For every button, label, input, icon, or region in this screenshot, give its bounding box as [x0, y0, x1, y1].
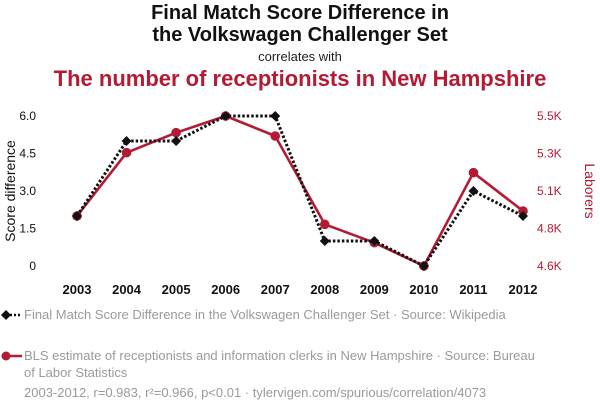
x-tick-label: 2004 [112, 282, 142, 297]
y-left-tick-labels: 0 1.5 3.0 4.5 6.0 [19, 109, 36, 273]
data-point-diamond [72, 211, 82, 221]
x-tick-label: 2007 [261, 282, 290, 297]
y-right-tick-label: 5.5K [537, 109, 562, 123]
data-point-diamond [418, 261, 429, 271]
x-tick-label: 2005 [162, 282, 191, 297]
series-line-0 [75, 114, 524, 268]
data-point-circle [468, 167, 479, 178]
data-point-diamond [369, 236, 380, 246]
series-line-1 [75, 114, 524, 268]
y-right-tick-label: 5.1K [537, 184, 562, 198]
x-tick-label: 2008 [310, 282, 339, 297]
chart-headline: The number of receptionists in New Hamps… [53, 66, 547, 91]
legend-label-receptionists: BLS estimate of receptionists and inform… [24, 348, 535, 380]
y-left-tick-label: 6.0 [19, 109, 36, 123]
x-tick-labels: 2003 2004 2005 2006 2007 2008 2009 2010 2011 2012 [63, 282, 538, 297]
legend-swatch-score [1, 310, 22, 320]
chart-title: Final Match Score Difference in the Volk… [0, 2, 600, 46]
footer-stats: 2003-2012, r=0.983, r²=0.966, p<0.01 · t… [24, 385, 487, 400]
data-point-diamond [518, 211, 528, 221]
y-right-axis-label: Laborers [582, 163, 598, 218]
y-right-tick-label: 5.3K [537, 147, 562, 161]
chart-subtitle: correlates with [258, 49, 342, 64]
series-0 [72, 111, 528, 271]
data-point-diamond [121, 136, 132, 146]
x-tick-label: 2009 [360, 282, 389, 297]
line-chart: Score difference Laborers 01.53.04.56.0 … [2, 109, 598, 297]
data-point-circle [319, 219, 330, 230]
y-left-tick-label: 3.0 [19, 184, 36, 198]
data-point-circle [270, 131, 281, 141]
y-left-tick-label: 0 [29, 259, 36, 273]
legend-label-score: Final Match Score Difference in the Volk… [24, 307, 506, 322]
series-group [72, 111, 528, 271]
x-tick-label: 2006 [211, 282, 240, 297]
y-left-tick-label: 4.5 [19, 147, 36, 161]
data-point-diamond [270, 111, 281, 121]
series-1 [72, 111, 528, 271]
x-tick-label: 2011 [459, 282, 487, 297]
y-right-tick-label: 4.6K [537, 259, 562, 273]
y-right-tick-label: 4.8K [537, 222, 562, 236]
data-point-circle [171, 127, 181, 138]
data-point-diamond [220, 111, 231, 121]
legend-swatch-receptionists [1, 351, 22, 361]
x-tick-label: 2010 [409, 282, 438, 297]
data-point-diamond [468, 186, 479, 196]
y-left-tick-label: 1.5 [19, 222, 36, 236]
chart-title-line-1: Final Match Score Difference in [151, 2, 449, 24]
y-right-tick-labels: 4.6K 4.8K 5.1K 5.3K 5.5K [537, 109, 562, 273]
data-point-diamond [319, 236, 330, 246]
chart-title-line-2: the Volkswagen Challenger Set [152, 24, 448, 46]
x-tick-label: 2003 [63, 282, 92, 297]
x-tick-label: 2012 [509, 282, 538, 297]
data-point-diamond [171, 136, 182, 146]
y-left-axis-label: Score difference [2, 140, 18, 242]
data-point-circle [121, 147, 132, 158]
